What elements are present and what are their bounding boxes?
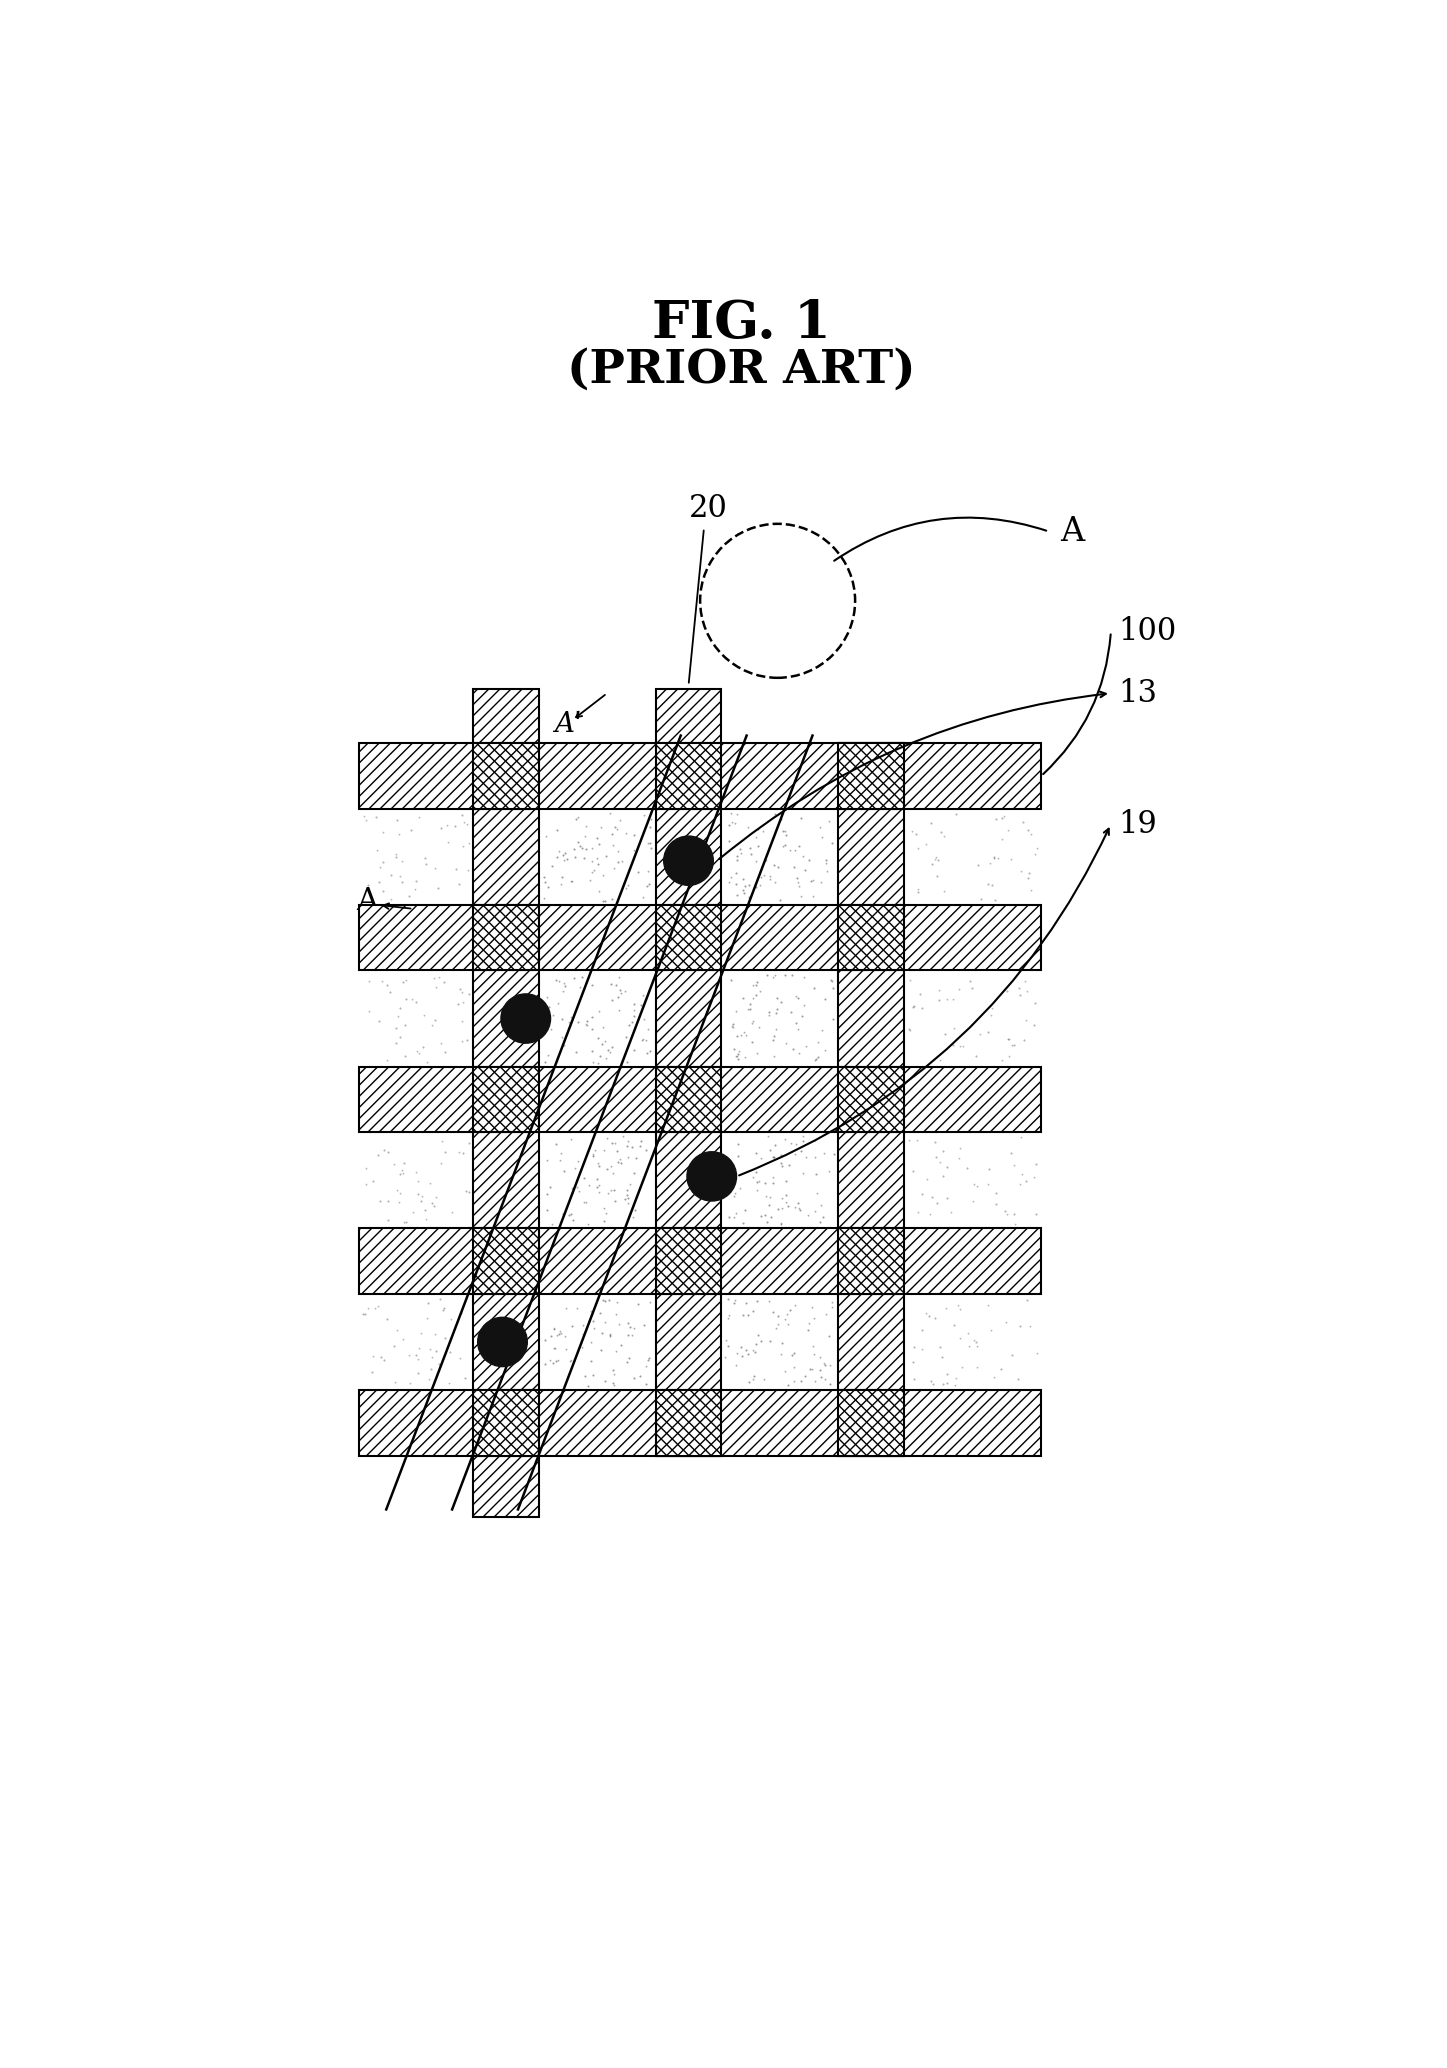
Bar [473,742,540,809]
Text: FIG. 1: FIG. 1 [653,298,831,349]
Bar [655,1390,722,1456]
Circle shape [478,1317,527,1367]
Bar [655,742,722,1456]
Bar [359,1390,1042,1456]
Bar [359,1131,473,1228]
Bar [722,809,838,906]
Bar [473,1067,540,1131]
Bar [359,1067,1042,1131]
Text: (PRIOR ART): (PRIOR ART) [567,347,916,393]
Bar [359,970,473,1067]
Bar [655,742,722,809]
Bar [838,1228,903,1295]
Bar [655,1228,722,1295]
Bar [655,742,722,809]
Bar [655,689,722,742]
Bar [359,742,1042,809]
Bar [473,1390,540,1456]
Bar [540,970,655,1067]
Bar [473,1067,540,1131]
Bar [473,1067,540,1131]
Bar [473,742,540,809]
Bar [722,970,838,1067]
Text: 20: 20 [689,492,728,523]
Bar [722,1295,838,1390]
Bar [655,906,722,970]
Circle shape [664,835,713,885]
Bar [473,1228,540,1295]
Bar [655,1067,722,1131]
Text: A': A' [554,711,582,738]
Bar [359,1295,473,1390]
Bar [838,1390,903,1456]
Bar [473,1228,540,1295]
Bar [903,1295,1042,1390]
Bar [473,1456,540,1518]
Bar [540,1295,655,1390]
Bar [722,1131,838,1228]
Bar [838,742,903,809]
Bar [473,1390,540,1456]
Bar [838,1228,903,1295]
Text: A: A [1061,515,1084,548]
Bar [540,809,655,906]
Bar [655,1067,722,1131]
Bar [838,742,903,809]
Bar [838,1067,903,1131]
Bar [473,1456,540,1518]
Bar [359,906,1042,970]
Bar [359,1390,1042,1456]
Bar [838,742,903,1456]
Bar [838,1390,903,1456]
Bar [473,742,540,1456]
Bar [359,906,1042,970]
Bar [838,742,903,809]
Bar [838,1228,903,1295]
Text: A: A [356,885,378,916]
Bar [359,1067,1042,1131]
Bar [838,906,903,970]
Bar [655,906,722,970]
Bar [473,906,540,970]
Bar [473,689,540,742]
Bar [473,906,540,970]
Bar [838,1390,903,1456]
Bar [903,1131,1042,1228]
Bar [473,906,540,970]
Bar [655,1228,722,1295]
Bar [359,809,473,906]
Bar [359,1228,1042,1295]
Bar [473,1390,540,1456]
Bar [655,1390,722,1456]
Bar [903,970,1042,1067]
Bar [473,742,540,809]
Bar [655,1390,722,1456]
Bar [838,1067,903,1131]
Text: 19: 19 [1119,809,1158,840]
Bar [359,1228,1042,1295]
Bar [473,689,540,742]
Bar [655,689,722,742]
Text: 13: 13 [1119,678,1158,709]
Bar [359,742,1042,809]
Bar [838,1067,903,1131]
Circle shape [501,995,550,1042]
Bar [903,809,1042,906]
Bar [655,906,722,970]
Bar [540,1131,655,1228]
Bar [655,1228,722,1295]
Bar [655,742,722,1456]
Bar [838,906,903,970]
Bar [838,742,903,1456]
Bar [838,906,903,970]
Circle shape [687,1152,737,1202]
Bar [473,742,540,1456]
Bar [655,1067,722,1131]
Text: 100: 100 [1119,616,1176,647]
Bar [473,1228,540,1295]
Bar [655,742,722,809]
